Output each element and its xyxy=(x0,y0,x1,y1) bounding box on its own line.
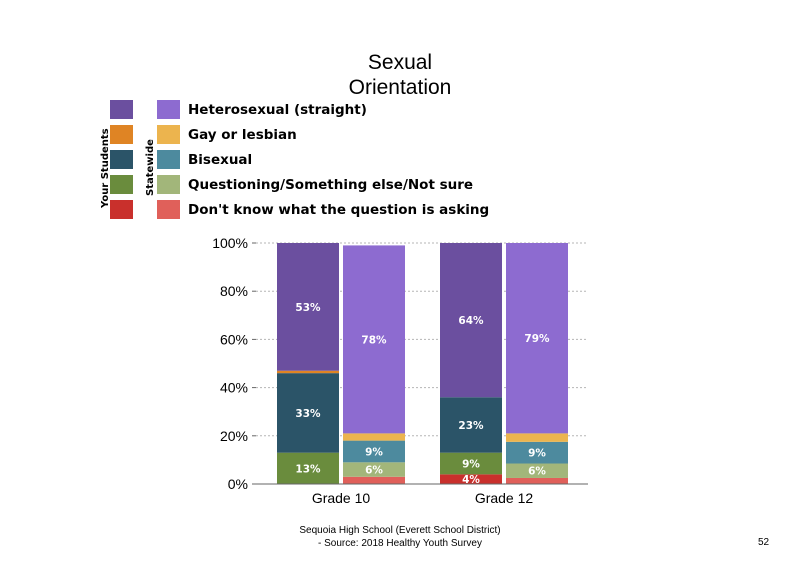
legend: Your Students Statewide Heterosexual (st… xyxy=(0,0,800,230)
data-label: 6% xyxy=(365,465,383,477)
y-tick-label: 20% xyxy=(220,428,248,444)
data-label: 6% xyxy=(528,466,546,478)
data-label: 4% xyxy=(462,474,480,486)
data-label: 64% xyxy=(458,315,484,327)
data-label: 9% xyxy=(462,459,480,471)
y-tick-label: 40% xyxy=(220,380,248,396)
legend-label-dont-know: Don't know what the question is asking xyxy=(188,202,490,218)
legend-swatch-your-questioning xyxy=(110,175,133,194)
bar-segment-don-t-know-what-the-question-is-asking xyxy=(343,476,405,484)
y-tick-label: 100% xyxy=(212,235,248,251)
bar-segment-bisexual xyxy=(343,440,405,463)
y-tick-label: 80% xyxy=(220,283,248,299)
bar-segment-heterosexual-straight xyxy=(343,245,405,434)
data-label: 13% xyxy=(295,463,321,475)
bar-segment-bisexual xyxy=(277,373,339,453)
x-category-label: Grade 10 xyxy=(312,490,371,506)
legend-swatch-state-gay-lesbian xyxy=(157,125,180,144)
bar-segment-gay-or-lesbian xyxy=(343,433,405,441)
data-label: 9% xyxy=(528,448,546,460)
chart-title: Sexual Orientation xyxy=(310,50,490,100)
legend-swatch-state-heterosexual xyxy=(157,100,180,119)
bar-segment-bisexual xyxy=(440,397,502,453)
data-label: 78% xyxy=(361,334,387,346)
data-label: 53% xyxy=(295,302,321,314)
bar-segment-don-t-know-what-the-question-is-asking xyxy=(440,474,502,484)
legend-swatch-your-heterosexual xyxy=(110,100,133,119)
legend-swatch-state-questioning xyxy=(157,175,180,194)
bar-segment-questioning-something-else-not-sure xyxy=(440,452,502,475)
legend-label-questioning: Questioning/Something else/Not sure xyxy=(188,177,474,193)
chart-title-line-2: Orientation xyxy=(348,76,452,99)
page-number: 52 xyxy=(758,537,770,548)
data-label: 33% xyxy=(295,408,321,420)
footer-source: - Source: 2018 Healthy Youth Survey xyxy=(318,538,482,549)
data-label: 79% xyxy=(524,333,550,345)
data-label: 23% xyxy=(458,420,484,432)
bar-segment-questioning-something-else-not-sure xyxy=(277,452,339,484)
bar-segment-bisexual xyxy=(506,441,568,464)
bar-segment-don-t-know-what-the-question-is-asking xyxy=(506,477,568,484)
bar-segment-heterosexual-straight xyxy=(440,243,502,398)
data-label: 9% xyxy=(365,446,383,458)
bar-segment-gay-or-lesbian xyxy=(506,433,568,442)
bar-segment-questioning-something-else-not-sure xyxy=(343,462,405,477)
bar-segment-questioning-something-else-not-sure xyxy=(506,463,568,478)
legend-swatch-your-bisexual xyxy=(110,150,133,169)
legend-label-gay-lesbian: Gay or lesbian xyxy=(188,127,297,143)
bar-segment-heterosexual-straight xyxy=(506,243,568,434)
footer-school: Sequoia High School (Everett School Dist… xyxy=(299,525,501,536)
legend-label-heterosexual: Heterosexual (straight) xyxy=(188,102,367,118)
legend-label-bisexual: Bisexual xyxy=(188,152,253,168)
chart-title-line-1: Sexual xyxy=(367,51,433,74)
x-category-label: Grade 12 xyxy=(475,490,534,506)
bar-segment-gay-or-lesbian xyxy=(277,370,339,374)
source-footer: Sequoia High School (Everett School Dist… xyxy=(270,524,530,550)
y-tick-label: 60% xyxy=(220,331,248,347)
y-tick-label: 0% xyxy=(228,476,248,492)
bar-segment-heterosexual-straight xyxy=(277,243,339,371)
legend-swatch-your-gay-lesbian xyxy=(110,125,133,144)
legend-swatch-your-dont-know xyxy=(110,200,133,219)
legend-swatch-state-bisexual xyxy=(157,150,180,169)
legend-swatch-state-dont-know xyxy=(157,200,180,219)
